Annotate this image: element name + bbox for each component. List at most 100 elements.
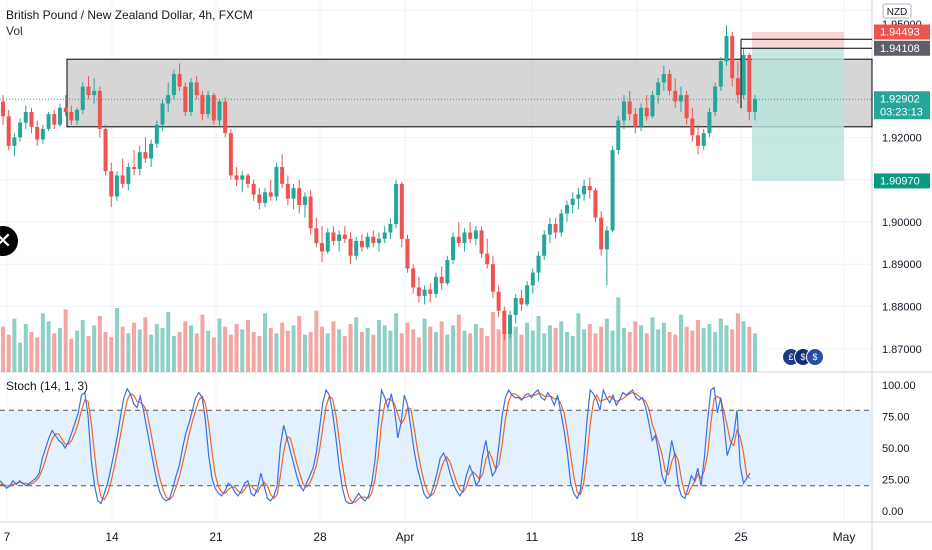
candle-body <box>194 82 199 96</box>
candle-body <box>678 95 683 102</box>
volume-bar <box>337 329 342 372</box>
candle-body <box>451 236 456 260</box>
candle-body <box>137 152 142 170</box>
candle-body <box>639 107 644 127</box>
volume-bar <box>656 329 661 372</box>
candle-body <box>12 137 17 146</box>
volume-bar <box>673 334 678 372</box>
volume-bar <box>525 322 530 372</box>
volume-bar <box>610 330 615 372</box>
time-tick-label: 14 <box>105 530 119 544</box>
stochastic-label: Stoch (14, 1, 3) <box>6 379 89 393</box>
price-tick-label: 1.92000 <box>882 132 922 144</box>
volume-label: Vol <box>6 24 23 38</box>
candle-body <box>69 112 74 121</box>
candle-body <box>143 152 148 159</box>
candle-body <box>35 126 40 140</box>
candle-body <box>331 232 336 241</box>
volume-bar <box>285 330 290 372</box>
price-label-take-profit <box>874 173 930 189</box>
candle-body <box>411 268 416 288</box>
stochastic-tick-label: 0.00 <box>882 506 903 518</box>
candle-body <box>684 95 689 119</box>
candle-body <box>502 310 507 334</box>
volume-bar <box>302 334 307 372</box>
price-tick-label: 1.90000 <box>882 217 922 229</box>
volume-bar <box>114 308 119 372</box>
volume-bar <box>502 332 507 372</box>
candle-body <box>604 230 609 250</box>
chart-title: British Pound / New Zealand Dollar, 4h, … <box>6 8 253 22</box>
candle-body <box>18 122 23 138</box>
volume-bar <box>411 329 416 372</box>
candle-body <box>587 186 592 191</box>
candle-body <box>730 35 735 79</box>
volume-bar <box>730 329 735 372</box>
candle-body <box>593 190 598 218</box>
candle-body <box>57 107 62 125</box>
volume-bar <box>97 316 102 372</box>
candle-body <box>280 166 285 184</box>
volume-bar <box>735 313 740 372</box>
volume-bar <box>462 330 467 372</box>
candle-body <box>582 186 587 195</box>
candle-body <box>644 107 649 117</box>
volume-bar <box>371 334 376 372</box>
volume-bar <box>211 337 216 372</box>
volume-bar <box>69 338 74 372</box>
candle-body <box>325 232 330 252</box>
candle-body <box>456 236 461 244</box>
volume-bar <box>297 316 302 372</box>
volume-bar <box>257 336 262 372</box>
volume-bar <box>570 336 575 372</box>
candle-body <box>405 238 410 269</box>
candle-body <box>274 166 279 197</box>
candle-body <box>120 175 125 184</box>
volume-bar <box>707 324 712 372</box>
take-profit-zone <box>752 48 844 181</box>
candle-body <box>513 298 518 315</box>
candle-body <box>75 109 80 121</box>
volume-bar <box>428 326 433 372</box>
candle-body <box>718 61 723 87</box>
candle-body <box>223 101 228 134</box>
volume-bar <box>468 333 473 372</box>
candle-body <box>610 150 615 231</box>
time-tick-label: 11 <box>526 530 539 544</box>
volume-bar <box>120 326 125 372</box>
volume-bar <box>63 309 68 372</box>
volume-bar <box>377 320 381 372</box>
price-label-take-profit-text: 1.90970 <box>880 175 920 187</box>
price-tick-label: 1.87000 <box>882 344 922 356</box>
price-label-stop-loss-text: 1.94493 <box>880 27 920 39</box>
volume-bar <box>547 325 552 372</box>
volume-bar <box>456 314 461 372</box>
volume-bar <box>433 332 438 372</box>
volume-bar <box>713 332 718 372</box>
volume-bar <box>75 330 80 372</box>
candle-body <box>753 99 757 113</box>
candle-body <box>382 232 387 239</box>
candle-body <box>485 253 490 265</box>
candle-body <box>109 171 114 197</box>
candle-body <box>46 114 51 129</box>
volume-bar <box>183 321 188 372</box>
candle-body <box>565 205 569 214</box>
candle-body <box>245 175 250 184</box>
volume-bar <box>587 324 592 372</box>
volume-bar <box>92 325 97 372</box>
close-icon[interactable]: ✕ <box>0 226 18 256</box>
candle-body <box>542 234 547 256</box>
candle-body <box>29 112 34 127</box>
candle-body <box>673 90 678 102</box>
volume-bar <box>439 321 444 372</box>
candle-body <box>132 166 137 170</box>
candle-body <box>302 196 307 206</box>
candle-body <box>92 90 97 96</box>
volume-bar <box>194 333 199 372</box>
volume-bar <box>559 321 564 372</box>
candle-body <box>747 54 752 113</box>
volume-bar <box>29 332 34 372</box>
volume-bar <box>274 333 279 372</box>
